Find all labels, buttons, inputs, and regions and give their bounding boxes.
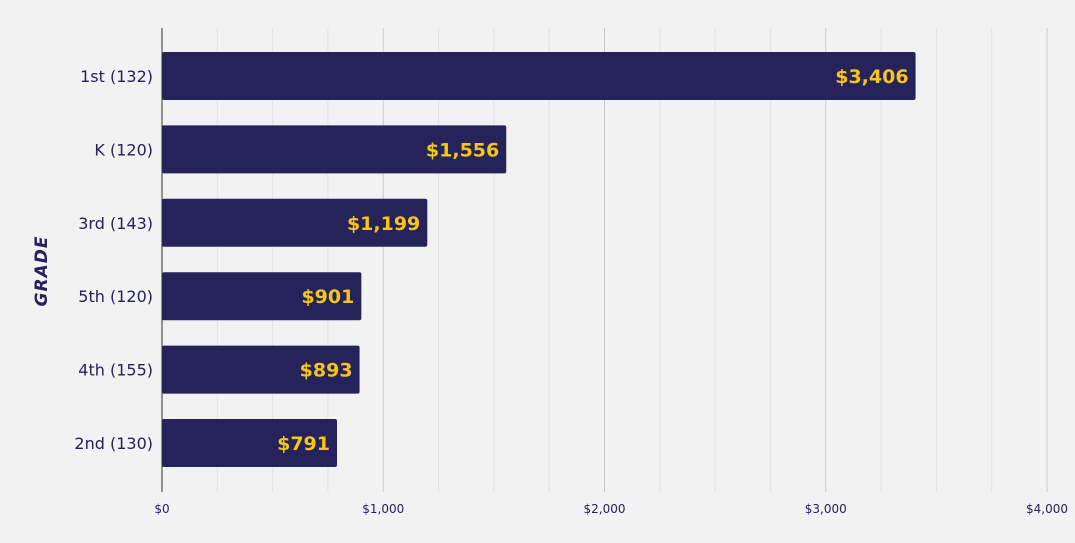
grid	[216, 28, 1048, 492]
bar	[162, 345, 360, 394]
x-axis-ticks: $0 $1,000 $2,000 $3,000 $4,000	[154, 502, 1068, 516]
bar	[162, 125, 507, 174]
value-label: $1,199	[347, 213, 420, 235]
y-axis-title: GRADE	[32, 236, 52, 307]
category-label: 1st (132)	[80, 67, 153, 86]
value-label: $791	[277, 433, 330, 455]
x-tick-label: $3,000	[805, 502, 847, 516]
value-label: $901	[301, 286, 354, 308]
value-label: $893	[300, 360, 353, 382]
value-label: $3,406	[835, 66, 908, 88]
category-label: 4th (155)	[78, 361, 153, 380]
category-label: 5th (120)	[78, 287, 153, 306]
bars: 1st (132) $3,406 K (120) $1,556 3rd (143) $1,…	[74, 52, 916, 467]
bar	[162, 52, 916, 100]
bar	[162, 419, 338, 467]
category-label: 3rd (143)	[78, 214, 153, 233]
x-tick-label: $4,000	[1026, 502, 1068, 516]
x-tick-label: $1,000	[362, 502, 404, 516]
bar	[162, 198, 428, 247]
x-tick-label: $0	[154, 502, 169, 516]
category-label: 2nd (130)	[74, 434, 153, 453]
value-label: $1,556	[426, 139, 499, 161]
x-tick-label: $2,000	[584, 502, 626, 516]
category-label: K (120)	[94, 140, 153, 159]
bar	[162, 272, 362, 321]
